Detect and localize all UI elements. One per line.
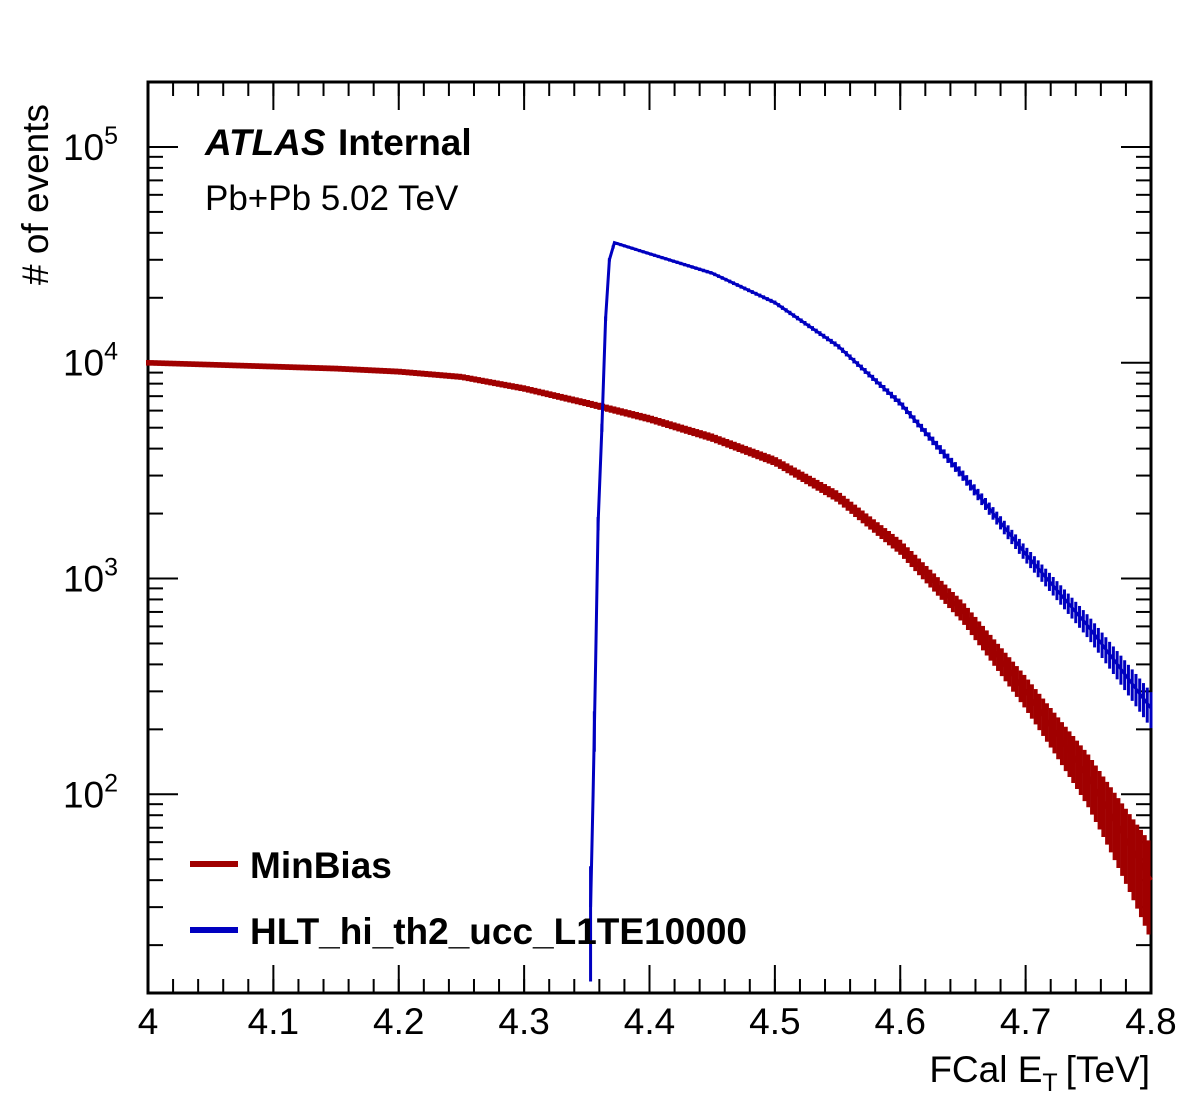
y-tick-labels: 102 103 104 105 (63, 122, 118, 815)
series-line (589, 240, 1153, 908)
x-major-ticks (147, 82, 1152, 993)
series-layer (146, 240, 1153, 982)
x-tick-label: 4.4 (624, 1001, 675, 1042)
x-axis-title-main: FCal E (929, 1049, 1042, 1090)
x-tick-label: 4.1 (248, 1001, 299, 1042)
x-tick-label: 4.3 (498, 1001, 549, 1042)
y-axis-title: # of events (15, 104, 56, 285)
legend: MinBias HLT_hi_th2_ucc_L1TE10000 (190, 845, 747, 952)
x-tick-label: 4.6 (875, 1001, 926, 1042)
x-tick-label: 4.8 (1125, 1001, 1176, 1042)
x-axis-title: FCal ET [TeV] (929, 1049, 1150, 1097)
x-tick-label: 4.7 (1000, 1001, 1051, 1042)
x-tick-label: 4.5 (749, 1001, 800, 1042)
status-label: Internal (338, 122, 472, 163)
y-tick-label: 104 (63, 338, 118, 384)
x-tick-label: 4 (138, 1001, 159, 1042)
series-hlt (589, 240, 1153, 982)
collision-system-label: Pb+Pb 5.02 TeV (205, 179, 459, 218)
x-tick-labels: 4 4.1 4.2 4.3 4.4 4.5 4.6 4.7 4.8 (138, 1001, 1177, 1042)
x-axis-title-unit: [TeV] (1066, 1049, 1150, 1090)
series-line (147, 360, 1153, 882)
experiment-name: ATLAS (204, 122, 326, 163)
series-minbias (146, 359, 1153, 935)
y-tick-label: 105 (63, 122, 118, 168)
legend-label-minbias: MinBias (250, 845, 392, 886)
x-axis-title-sub: T (1042, 1069, 1057, 1097)
x-tick-label: 4.2 (373, 1001, 424, 1042)
y-tick-label: 103 (63, 554, 118, 600)
atlas-label: ATLAS Internal (204, 122, 472, 163)
legend-label-hlt: HLT_hi_th2_ucc_L1TE10000 (250, 911, 747, 952)
y-tick-label: 102 (63, 769, 118, 815)
